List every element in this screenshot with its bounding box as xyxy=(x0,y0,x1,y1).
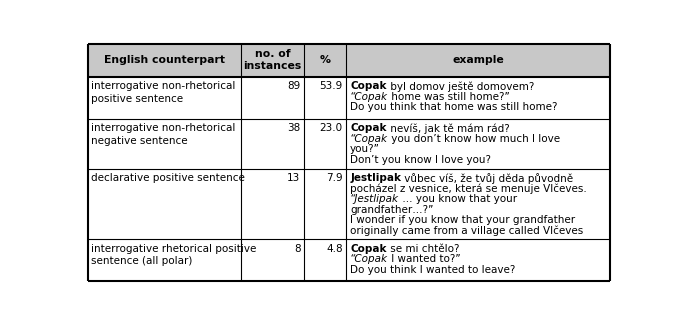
Text: “Copak: “Copak xyxy=(350,254,388,264)
Text: Don’t you know I love you?: Don’t you know I love you? xyxy=(350,155,491,165)
Text: “Jestlipak: “Jestlipak xyxy=(350,194,399,204)
Text: English counterpart: English counterpart xyxy=(104,55,225,65)
Text: interrogative non-rhetorical
positive sentence: interrogative non-rhetorical positive se… xyxy=(91,81,236,104)
Text: 4.8: 4.8 xyxy=(326,244,343,254)
Text: you?”: you?” xyxy=(350,144,380,154)
Text: home was still home?”: home was still home?” xyxy=(388,92,510,102)
Text: no. of
instances: no. of instances xyxy=(243,49,302,71)
Text: I wonder if you know that your grandfather: I wonder if you know that your grandfath… xyxy=(350,215,575,225)
Text: you don’t know how much I love: you don’t know how much I love xyxy=(388,134,560,144)
Text: 53.9: 53.9 xyxy=(319,81,343,91)
Text: 89: 89 xyxy=(287,81,300,91)
Text: originally came from a village called Vlčeves: originally came from a village called Vl… xyxy=(350,226,584,236)
Text: “Copak: “Copak xyxy=(350,134,388,144)
Text: interrogative rhetorical positive
sentence (all polar): interrogative rhetorical positive senten… xyxy=(91,244,257,266)
Text: Copak: Copak xyxy=(350,81,387,91)
Text: … you know that your: … you know that your xyxy=(399,194,517,204)
Text: se mi chtělo?: se mi chtělo? xyxy=(387,244,459,254)
Text: “Copak: “Copak xyxy=(350,92,388,102)
Text: 8: 8 xyxy=(294,244,300,254)
Bar xyxy=(88,44,610,77)
Text: Do you think I wanted to leave?: Do you think I wanted to leave? xyxy=(350,265,516,275)
Text: 23.0: 23.0 xyxy=(319,123,343,133)
Text: Copak: Copak xyxy=(350,244,387,254)
Text: interrogative non-rhetorical
negative sentence: interrogative non-rhetorical negative se… xyxy=(91,123,236,146)
Text: vůbec víš, že tvůj děda původně: vůbec víš, že tvůj děda původně xyxy=(401,173,573,184)
Text: 7.9: 7.9 xyxy=(326,173,343,183)
Text: I wanted to?”: I wanted to?” xyxy=(388,254,460,264)
Text: Copak: Copak xyxy=(350,123,387,133)
Text: 38: 38 xyxy=(287,123,300,133)
Text: byl domov ještě domovem?: byl domov ještě domovem? xyxy=(387,81,534,92)
Text: Jestlipak: Jestlipak xyxy=(350,173,401,183)
Text: declarative positive sentence: declarative positive sentence xyxy=(91,173,245,183)
Text: example: example xyxy=(452,55,504,65)
Text: 13: 13 xyxy=(287,173,300,183)
Text: grandfather…?”: grandfather…?” xyxy=(350,204,433,215)
Text: nevíš, jak tě mám rád?: nevíš, jak tě mám rád? xyxy=(387,123,509,134)
Text: pocházel z vesnice, která se menuje Vlčeves.: pocházel z vesnice, která se menuje Vlče… xyxy=(350,184,587,194)
Text: Do you think that home was still home?: Do you think that home was still home? xyxy=(350,102,558,112)
Text: %: % xyxy=(320,55,331,65)
